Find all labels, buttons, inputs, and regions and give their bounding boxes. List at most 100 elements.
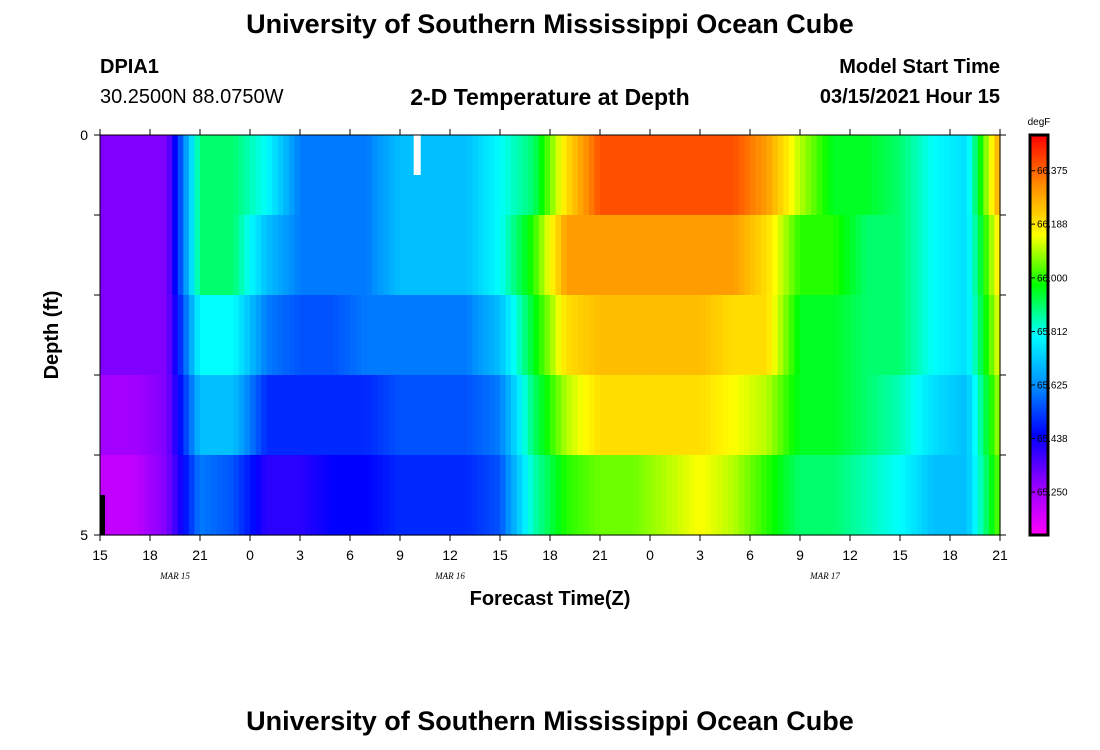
- heatmap-cell: [977, 455, 984, 536]
- heatmap-cell: [472, 375, 479, 456]
- heatmap-cell: [827, 135, 834, 216]
- heatmap-cell: [355, 455, 362, 536]
- heatmap-cell: [983, 215, 990, 296]
- heatmap-cell: [611, 135, 618, 216]
- heatmap-cell: [477, 215, 484, 296]
- heatmap-cell: [627, 135, 634, 216]
- heatmap-cell: [250, 375, 257, 456]
- heatmap-cell: [322, 135, 329, 216]
- heatmap-cell: [844, 375, 851, 456]
- heatmap-cell: [844, 295, 851, 376]
- heatmap-cell: [650, 295, 657, 376]
- heatmap-cell: [627, 375, 634, 456]
- heatmap-cell: [400, 215, 407, 296]
- heatmap-cell: [822, 455, 829, 536]
- heatmap-cell: [888, 375, 896, 456]
- heatmap-cell: [233, 135, 240, 216]
- heatmap-cell: [972, 215, 979, 296]
- heatmap-cell: [916, 295, 923, 376]
- heatmap-cell: [955, 375, 962, 456]
- heatmap-cell: [888, 455, 896, 536]
- heatmap-cell: [344, 455, 351, 536]
- heatmap-cell: [666, 455, 673, 536]
- heatmap-cell: [916, 215, 923, 296]
- heatmap-cell: [450, 135, 457, 216]
- heatmap-cell: [655, 375, 662, 456]
- heatmap-cell: [183, 295, 190, 376]
- heatmap-cell: [205, 215, 212, 296]
- heatmap-cell: [166, 215, 173, 296]
- heatmap-cell: [261, 135, 268, 216]
- heatmap-cell: [555, 375, 562, 456]
- heatmap-cell: [988, 375, 996, 456]
- heatmap-cell: [155, 375, 162, 456]
- heatmap-cell: [677, 215, 684, 296]
- heatmap-cell: [361, 215, 368, 296]
- heatmap-cell: [127, 375, 134, 456]
- heatmap-cell: [622, 295, 629, 376]
- heatmap-cell: [227, 375, 234, 456]
- heatmap-cell: [305, 295, 312, 376]
- heatmap-cell: [661, 455, 668, 536]
- heatmap-cell: [300, 215, 307, 296]
- heatmap-cell: [855, 135, 862, 216]
- heatmap-cell: [905, 215, 912, 296]
- heatmap-cell: [855, 375, 862, 456]
- heatmap-cell: [455, 215, 462, 296]
- heatmap-cell: [494, 135, 501, 216]
- heatmap-cell: [388, 455, 396, 536]
- heatmap-cell: [744, 295, 751, 376]
- heatmap-cell: [377, 455, 384, 536]
- heatmap-cell: [283, 375, 290, 456]
- heatmap-cell: [750, 135, 757, 216]
- heatmap-cell: [950, 135, 957, 216]
- heatmap-cell: [372, 455, 379, 536]
- heatmap-cell: [933, 455, 940, 536]
- heatmap-cell: [438, 295, 446, 376]
- heatmap-cell: [277, 135, 284, 216]
- heatmap-cell: [500, 295, 507, 376]
- heatmap-cell: [366, 455, 373, 536]
- heatmap-cell: [677, 295, 684, 376]
- heatmap-cell: [566, 375, 573, 456]
- heatmap-cell: [694, 295, 701, 376]
- heatmap-cell: [511, 215, 518, 296]
- model-start-time: 03/15/2021 Hour 15: [819, 86, 1000, 108]
- heatmap-cell: [538, 455, 546, 536]
- heatmap-cell: [411, 375, 418, 456]
- heatmap-cell: [183, 455, 190, 536]
- heatmap-cell: [650, 375, 657, 456]
- heatmap-cell: [938, 295, 946, 376]
- heatmap-cell: [733, 375, 740, 456]
- heatmap-cell: [638, 215, 646, 296]
- heatmap-cell: [727, 135, 734, 216]
- forecast-time-marker: [413, 135, 421, 175]
- heatmap-cell: [288, 455, 296, 536]
- heatmap-cell: [611, 295, 618, 376]
- heatmap-cell: [733, 455, 740, 536]
- heatmap-cell: [327, 375, 334, 456]
- station-coordinates: 30.2500N 88.0750W: [100, 86, 284, 108]
- heatmap-cell: [822, 135, 829, 216]
- heatmap-cell: [550, 375, 557, 456]
- heatmap-cell: [872, 215, 879, 296]
- heatmap-cell: [594, 455, 601, 536]
- heatmap-cell: [222, 135, 229, 216]
- heatmap-cell: [427, 375, 434, 456]
- heatmap-cell: [588, 375, 596, 456]
- heatmap-cell: [733, 215, 740, 296]
- heatmap-cell: [450, 215, 457, 296]
- heatmap-cell: [866, 375, 873, 456]
- heatmap-cell: [216, 135, 223, 216]
- heatmap-cell: [694, 135, 701, 216]
- heatmap-cell: [338, 375, 346, 456]
- heatmap-cell: [188, 215, 196, 296]
- heatmap-cell: [866, 455, 873, 536]
- heatmap-cell: [227, 215, 234, 296]
- heatmap-cell: [338, 215, 346, 296]
- heatmap-cell: [205, 135, 212, 216]
- heatmap-cell: [150, 375, 157, 456]
- heatmap-cell: [900, 455, 907, 536]
- heatmap-cell: [755, 455, 762, 536]
